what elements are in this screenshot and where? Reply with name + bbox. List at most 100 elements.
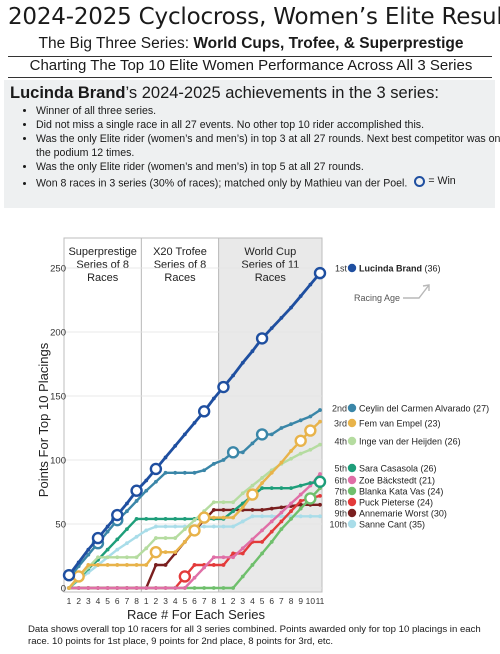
x-tick-label: 2 xyxy=(231,596,236,606)
data-point xyxy=(144,488,149,493)
series-label: 9th Annemarie Worst (30) xyxy=(334,508,446,518)
x-tick-label: 3 xyxy=(163,596,168,606)
series-swatch xyxy=(347,497,357,507)
data-point xyxy=(231,555,236,560)
series-fem-van-empel xyxy=(67,419,322,590)
data-point xyxy=(260,540,264,544)
data-point xyxy=(289,501,293,506)
x-tick-label: 10 xyxy=(306,596,316,606)
data-point xyxy=(96,563,100,567)
data-point xyxy=(134,499,139,503)
x-tick-label: 4 xyxy=(96,596,101,606)
series-swatch xyxy=(347,436,357,446)
series-name: Sara Casasola (26) xyxy=(359,463,437,473)
data-point xyxy=(115,563,120,567)
data-point xyxy=(173,524,178,529)
series-section-label: Series of 11 xyxy=(241,259,299,271)
data-point xyxy=(96,555,100,560)
data-point xyxy=(318,514,322,519)
x-tick-label: 11 xyxy=(316,596,325,606)
series-label: 5th Sara Casasola (26) xyxy=(334,463,436,473)
x-tick-label: 6 xyxy=(192,596,197,606)
data-point xyxy=(153,536,158,540)
achievement-item: Winner of all three series. xyxy=(36,104,500,118)
data-point xyxy=(125,586,129,590)
data-point xyxy=(221,508,226,512)
x-tick-label: 5 xyxy=(260,596,265,606)
data-point xyxy=(115,586,120,590)
series-section-label: World Cup xyxy=(244,246,296,258)
data-point xyxy=(173,470,178,475)
series-label: 10th Sanne Cant (35) xyxy=(329,519,425,529)
achievements-heading: Lucinda Brand’s 2024-2025 achievements i… xyxy=(10,84,439,103)
data-point xyxy=(318,419,322,424)
x-tick-label: 5 xyxy=(183,596,188,606)
series-section-label: Races xyxy=(164,272,196,284)
data-point xyxy=(221,555,226,560)
win-marker xyxy=(111,508,124,522)
data-point xyxy=(134,586,139,590)
win-marker xyxy=(313,475,327,488)
data-point xyxy=(298,514,303,519)
data-point xyxy=(231,515,236,520)
data-point xyxy=(125,541,129,546)
series-rank: 4th xyxy=(334,436,347,446)
data-point xyxy=(231,373,236,378)
series-section-label: Series of 8 xyxy=(154,259,207,271)
data-point xyxy=(202,524,207,529)
x-tick-label: 8 xyxy=(289,596,294,606)
data-point xyxy=(211,515,216,520)
data-point xyxy=(211,461,216,466)
data-point xyxy=(231,509,236,514)
data-point xyxy=(153,479,158,484)
y-tick-label: 0 xyxy=(61,584,66,595)
data-point xyxy=(125,563,129,567)
data-point xyxy=(163,455,168,460)
series-swatch xyxy=(347,418,357,428)
data-point xyxy=(173,550,178,555)
series-name: Sanne Cant (35) xyxy=(359,519,425,529)
data-point xyxy=(182,516,187,521)
win-marker xyxy=(72,570,85,583)
x-tick-label: 2 xyxy=(154,596,159,606)
data-point xyxy=(231,500,236,505)
win-marker xyxy=(217,380,230,394)
data-point xyxy=(298,492,303,497)
subtitle-series: World Cups, Trofee, & Superprestige xyxy=(193,35,464,52)
x-tick-label: 8 xyxy=(211,596,216,606)
series-section-label: Races xyxy=(255,272,287,284)
data-point xyxy=(202,468,207,473)
x-tick-label: 7 xyxy=(125,596,130,606)
data-point xyxy=(240,546,245,551)
y-tick-label: 100 xyxy=(50,456,66,467)
data-point xyxy=(192,563,197,567)
data-point xyxy=(308,282,313,287)
data-point xyxy=(250,349,255,354)
series-rank: 1st xyxy=(335,263,348,273)
data-point xyxy=(221,586,226,590)
series-lucinda-brand xyxy=(62,266,327,582)
footnote: Data shows overall top 10 racers for all… xyxy=(28,624,481,647)
data-point xyxy=(105,547,110,552)
y-axis-label: Points For Top 10 Placings xyxy=(36,342,51,497)
data-point xyxy=(144,586,149,590)
data-point xyxy=(298,502,303,507)
data-point xyxy=(86,563,91,567)
data-point xyxy=(211,396,216,401)
data-point xyxy=(279,426,284,430)
data-point xyxy=(250,514,255,519)
data-point xyxy=(163,470,168,475)
data-point xyxy=(182,586,187,590)
series-swatch xyxy=(347,519,357,529)
data-point xyxy=(173,536,178,540)
win-ring-icon xyxy=(414,175,426,187)
series-name: Annemarie Worst (30) xyxy=(359,508,447,518)
achievements-heading-rest: ’s 2024-2025 achievements in the 3 serie… xyxy=(125,84,439,102)
data-point xyxy=(289,516,293,521)
y-tick-label: 50 xyxy=(55,520,66,531)
series-label: 2nd Ceylin del Carmen Alvarado (27) xyxy=(332,403,489,413)
racing-age-arrowhead xyxy=(422,284,430,291)
series-label: 7th Blanka Kata Vas (24) xyxy=(334,486,443,496)
data-point xyxy=(125,527,129,532)
data-point xyxy=(318,408,322,412)
